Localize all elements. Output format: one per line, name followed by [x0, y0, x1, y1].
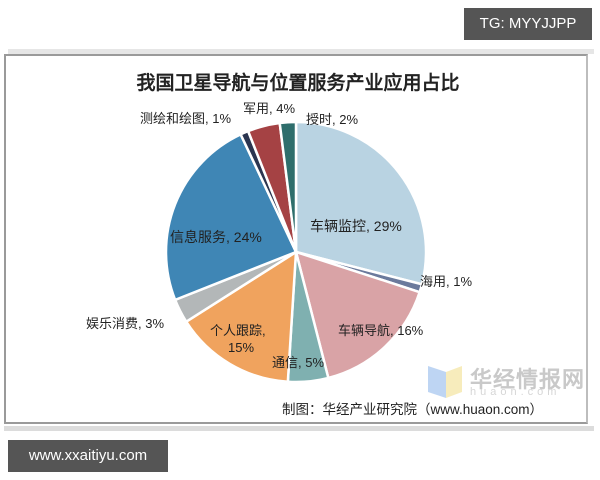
pie-slice-0 [294, 120, 428, 286]
chart-credit: 制图：华经产业研究院（www.huaon.com） [282, 402, 544, 417]
watermark-text: 华经情报网 [470, 367, 586, 392]
pie-slice-6 [164, 132, 298, 302]
label-military: 军用, 4% [243, 101, 296, 116]
bottom-divider [4, 426, 594, 431]
label-vehicle-monitoring: 车辆监控, 29% [310, 218, 402, 234]
label-marine: 海用, 1% [420, 274, 473, 289]
chart-title: 我国卫星导航与位置服务产业应用占比 [136, 72, 460, 94]
pie-slice-4 [184, 249, 298, 384]
pie-slice-2 [294, 250, 422, 380]
watermark-logo-icon [428, 366, 462, 398]
label-personal-tracking-pct: 15% [228, 340, 255, 355]
label-communication: 通信, 5% [272, 355, 325, 370]
label-surveying: 测绘和绘图, 1% [140, 111, 232, 126]
tg-badge: TG: MYYJJPP [464, 8, 592, 40]
pie-slices [164, 120, 428, 384]
label-vehicle-navigation: 车辆导航, 16% [338, 323, 424, 338]
label-timing: 授时, 2% [306, 112, 359, 127]
watermark-domain: huaon.com [470, 386, 561, 398]
site-badge: www.xxaitiyu.com [8, 440, 168, 472]
pie-slice-9 [278, 120, 298, 253]
label-info-service: 信息服务, 24% [170, 229, 262, 245]
label-entertainment: 娱乐消费, 3% [86, 316, 165, 331]
top-divider [8, 49, 594, 54]
label-personal-tracking: 个人跟踪, [210, 323, 266, 338]
